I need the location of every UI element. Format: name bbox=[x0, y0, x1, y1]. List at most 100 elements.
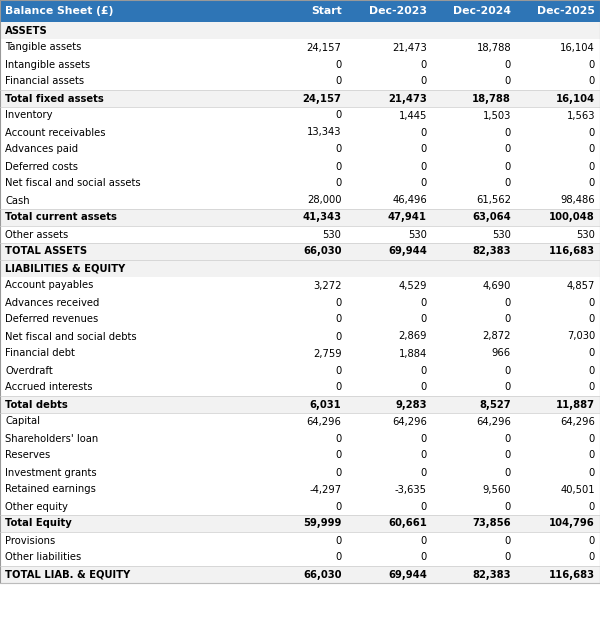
Text: 0: 0 bbox=[589, 535, 595, 546]
Text: -4,297: -4,297 bbox=[310, 485, 341, 494]
Text: 0: 0 bbox=[421, 60, 427, 69]
Text: Advances received: Advances received bbox=[5, 297, 100, 308]
Bar bbox=[0, 158, 600, 175]
Text: Total Equity: Total Equity bbox=[5, 519, 72, 528]
Text: Capital: Capital bbox=[5, 417, 40, 426]
Text: 0: 0 bbox=[421, 162, 427, 171]
Bar bbox=[0, 430, 600, 447]
Text: 0: 0 bbox=[421, 451, 427, 460]
Text: 13,343: 13,343 bbox=[307, 128, 341, 137]
Text: 0: 0 bbox=[335, 162, 341, 171]
Text: 21,473: 21,473 bbox=[392, 42, 427, 53]
Text: 60,661: 60,661 bbox=[388, 519, 427, 528]
Text: 0: 0 bbox=[421, 297, 427, 308]
Bar bbox=[0, 464, 600, 481]
Text: Other liabilities: Other liabilities bbox=[5, 553, 81, 562]
Bar bbox=[0, 0, 600, 22]
Text: 0: 0 bbox=[335, 535, 341, 546]
Text: 100,048: 100,048 bbox=[549, 213, 595, 223]
Text: 0: 0 bbox=[589, 349, 595, 358]
Bar bbox=[0, 362, 600, 379]
Bar bbox=[0, 481, 600, 498]
Bar bbox=[0, 73, 600, 90]
Text: 9,283: 9,283 bbox=[395, 399, 427, 410]
Text: 4,690: 4,690 bbox=[482, 281, 511, 290]
Text: 0: 0 bbox=[335, 110, 341, 121]
Text: 6,031: 6,031 bbox=[310, 399, 341, 410]
Text: 73,856: 73,856 bbox=[472, 519, 511, 528]
Text: Inventory: Inventory bbox=[5, 110, 53, 121]
Text: 0: 0 bbox=[335, 178, 341, 189]
Bar bbox=[0, 328, 600, 345]
Text: Account receivables: Account receivables bbox=[5, 128, 106, 137]
Text: Account payables: Account payables bbox=[5, 281, 94, 290]
Text: Dec-2024: Dec-2024 bbox=[453, 6, 511, 16]
Text: 18,788: 18,788 bbox=[476, 42, 511, 53]
Text: 0: 0 bbox=[589, 76, 595, 87]
Text: 0: 0 bbox=[589, 501, 595, 512]
Text: Accrued interests: Accrued interests bbox=[5, 383, 92, 392]
Text: ASSETS: ASSETS bbox=[5, 26, 48, 35]
Text: 0: 0 bbox=[335, 297, 341, 308]
Text: Overdraft: Overdraft bbox=[5, 365, 53, 376]
Text: 0: 0 bbox=[421, 128, 427, 137]
Text: 0: 0 bbox=[335, 60, 341, 69]
Text: 0: 0 bbox=[421, 365, 427, 376]
Text: 0: 0 bbox=[589, 553, 595, 562]
Text: 2,872: 2,872 bbox=[482, 331, 511, 342]
Text: 530: 530 bbox=[576, 229, 595, 239]
Bar bbox=[0, 396, 600, 413]
Text: TOTAL ASSETS: TOTAL ASSETS bbox=[5, 247, 87, 257]
Text: 98,486: 98,486 bbox=[560, 196, 595, 205]
Text: LIABILITIES & EQUITY: LIABILITIES & EQUITY bbox=[5, 263, 125, 273]
Text: 66,030: 66,030 bbox=[303, 247, 341, 257]
Text: 1,503: 1,503 bbox=[482, 110, 511, 121]
Text: 0: 0 bbox=[335, 315, 341, 324]
Text: 0: 0 bbox=[421, 383, 427, 392]
Text: 116,683: 116,683 bbox=[549, 569, 595, 580]
Text: 0: 0 bbox=[421, 433, 427, 444]
Text: 24,157: 24,157 bbox=[307, 42, 341, 53]
Text: 0: 0 bbox=[505, 76, 511, 87]
Bar bbox=[0, 447, 600, 464]
Text: Investment grants: Investment grants bbox=[5, 467, 97, 478]
Text: 0: 0 bbox=[505, 433, 511, 444]
Text: Net fiscal and social assets: Net fiscal and social assets bbox=[5, 178, 140, 189]
Text: Provisions: Provisions bbox=[5, 535, 55, 546]
Text: Intangible assets: Intangible assets bbox=[5, 60, 90, 69]
Text: 46,496: 46,496 bbox=[392, 196, 427, 205]
Bar bbox=[0, 413, 600, 430]
Text: 0: 0 bbox=[589, 383, 595, 392]
Text: 966: 966 bbox=[492, 349, 511, 358]
Text: 64,296: 64,296 bbox=[307, 417, 341, 426]
Text: 82,383: 82,383 bbox=[473, 247, 511, 257]
Text: 0: 0 bbox=[505, 144, 511, 155]
Text: 1,563: 1,563 bbox=[566, 110, 595, 121]
Text: Dec-2025: Dec-2025 bbox=[537, 6, 595, 16]
Text: 0: 0 bbox=[421, 535, 427, 546]
Bar bbox=[0, 90, 600, 107]
Text: 0: 0 bbox=[421, 467, 427, 478]
Text: 0: 0 bbox=[335, 467, 341, 478]
Text: TOTAL LIAB. & EQUITY: TOTAL LIAB. & EQUITY bbox=[5, 569, 130, 580]
Text: 40,501: 40,501 bbox=[560, 485, 595, 494]
Text: 2,759: 2,759 bbox=[313, 349, 341, 358]
Text: 0: 0 bbox=[505, 535, 511, 546]
Text: 0: 0 bbox=[505, 128, 511, 137]
Bar bbox=[0, 532, 600, 549]
Text: Net fiscal and social debts: Net fiscal and social debts bbox=[5, 331, 137, 342]
Text: 530: 530 bbox=[323, 229, 341, 239]
Bar bbox=[0, 56, 600, 73]
Text: 0: 0 bbox=[505, 383, 511, 392]
Text: 0: 0 bbox=[505, 162, 511, 171]
Text: 82,383: 82,383 bbox=[473, 569, 511, 580]
Text: 0: 0 bbox=[589, 128, 595, 137]
Text: 64,296: 64,296 bbox=[392, 417, 427, 426]
Text: 0: 0 bbox=[335, 501, 341, 512]
Text: 3,272: 3,272 bbox=[313, 281, 341, 290]
Text: 116,683: 116,683 bbox=[549, 247, 595, 257]
Bar bbox=[0, 345, 600, 362]
Text: 0: 0 bbox=[505, 178, 511, 189]
Text: 0: 0 bbox=[589, 315, 595, 324]
Bar bbox=[0, 379, 600, 396]
